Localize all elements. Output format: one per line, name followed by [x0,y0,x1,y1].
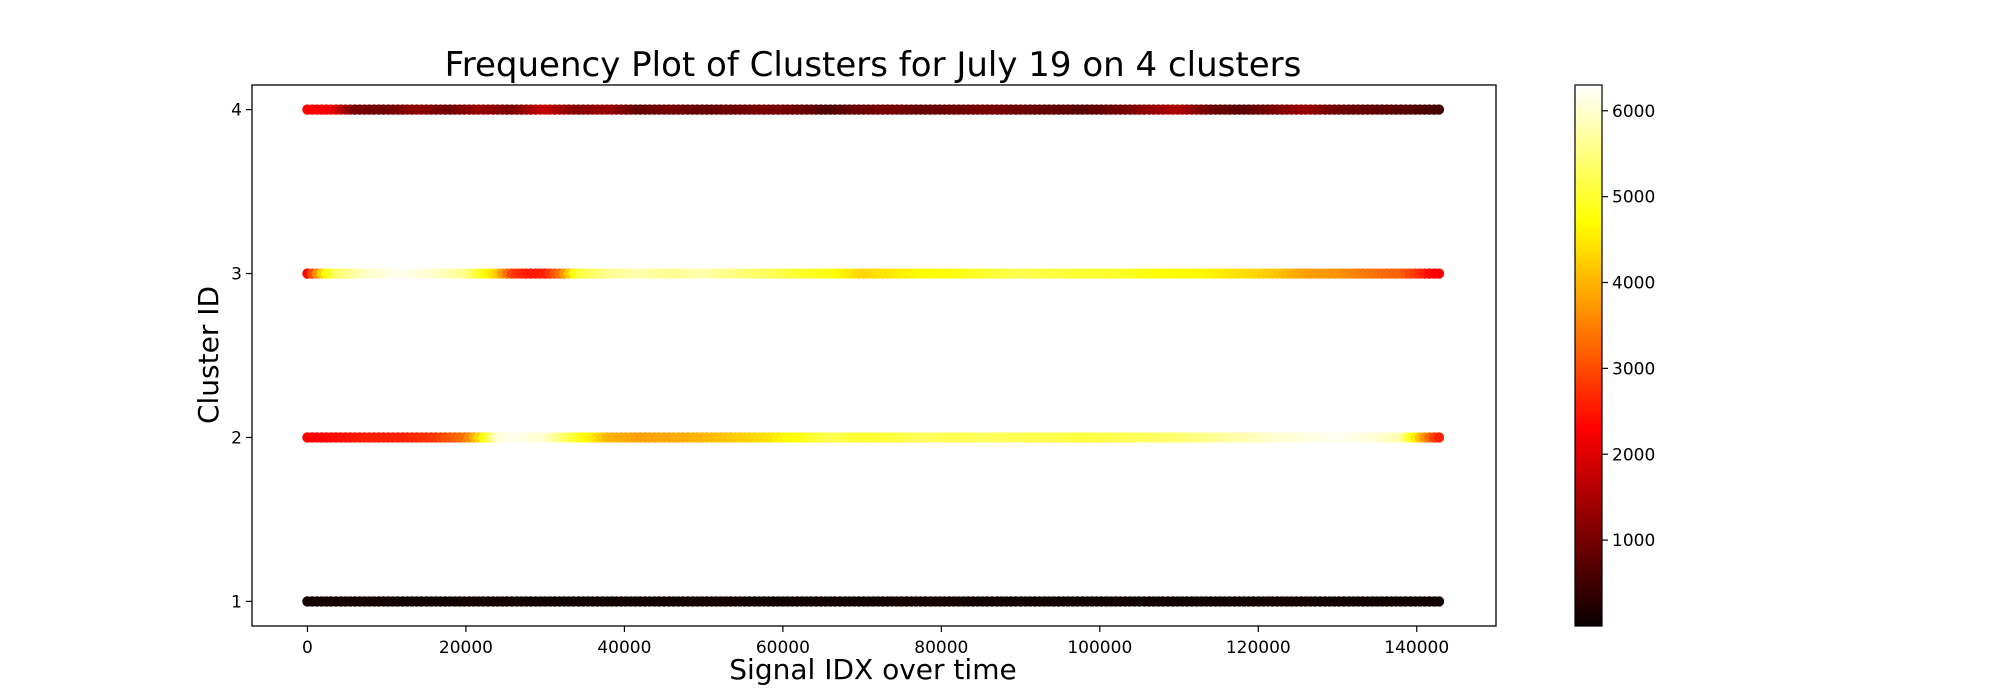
x-tick-label: 20000 [439,638,493,658]
colorbar-tick-label: 5000 [1612,188,1655,208]
x-tick-label: 80000 [914,638,968,658]
x-tick-label: 140000 [1384,638,1449,658]
x-tick-label: 120000 [1226,638,1291,658]
data-point [1433,104,1445,115]
x-tick-label: 40000 [597,638,651,658]
colorbar-tick-label: 4000 [1612,274,1655,294]
colorbar: 1000 2000 3000 4000 5000 6000 [1574,84,1655,627]
series-cluster-1 [302,596,1445,607]
y-axis-label: Cluster ID [192,286,225,424]
data-point [1433,596,1445,607]
x-tick-label: 100000 [1067,638,1132,658]
series-cluster-4 [302,104,1445,115]
plot-frame [251,84,1497,627]
colorbar-tick-label: 6000 [1612,102,1655,122]
colorbar-frame [1574,84,1603,627]
y-tick-label: 4 [231,101,242,121]
plot-area [302,104,1445,607]
y-tick-label: 1 [231,592,242,612]
colorbar-tick-label: 1000 [1612,531,1655,551]
series-cluster-2 [302,432,1445,443]
y-tick-label: 2 [231,428,242,448]
x-axis: 0 20000 40000 60000 80000 100000 120000 140000 [302,626,1449,658]
x-tick-label: 60000 [756,638,810,658]
data-point [1433,268,1445,279]
colorbar-ticks: 1000 2000 3000 4000 5000 6000 [1602,102,1655,551]
colorbar-tick-label: 2000 [1612,445,1655,465]
colorbar-tick-label: 3000 [1612,359,1655,379]
x-axis-label: Signal IDX over time [729,653,1016,686]
data-point [1433,432,1445,443]
series-cluster-3 [302,268,1445,279]
chart-title: Frequency Plot of Clusters for July 19 o… [445,45,1302,85]
y-tick-label: 3 [231,265,242,285]
y-axis: 1 2 3 4 [231,101,252,612]
x-tick-label: 0 [302,638,313,658]
colorbar-gradient [1575,85,1602,626]
